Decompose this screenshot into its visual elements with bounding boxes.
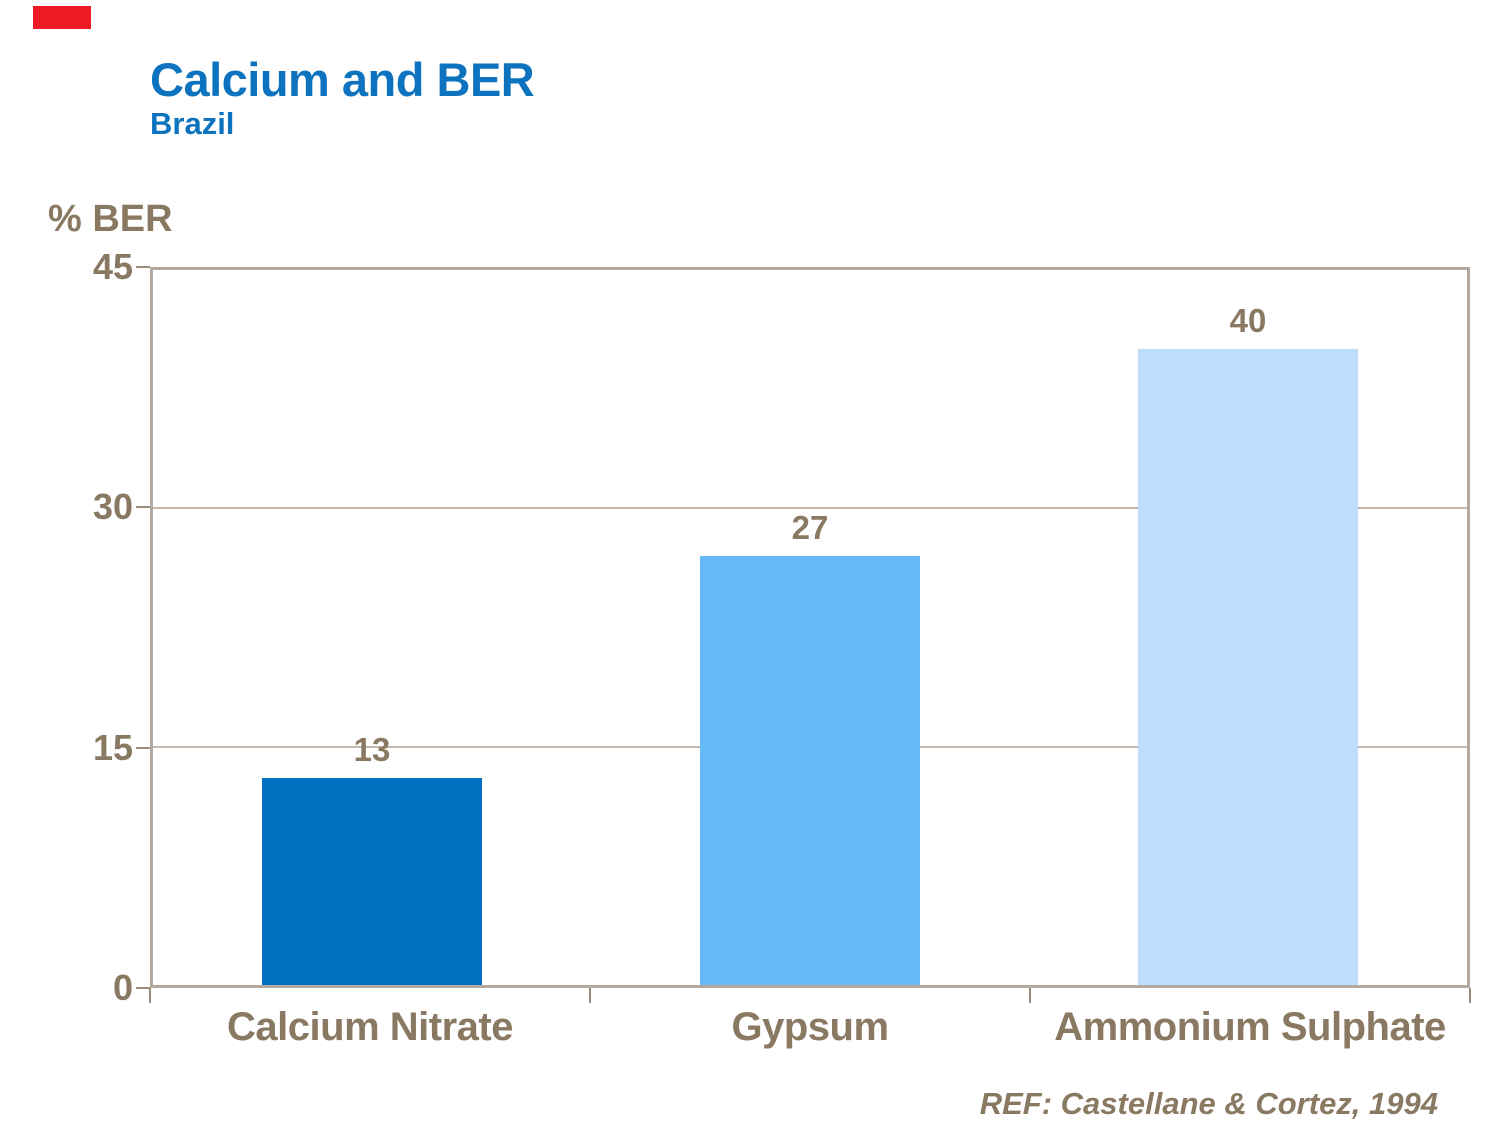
y-tick-label-0: 0 bbox=[112, 967, 133, 1008]
bar-calcium-nitrate bbox=[262, 778, 482, 985]
y-tick-label-15: 15 bbox=[92, 726, 133, 768]
plot-area: 13 27 40 bbox=[150, 267, 1470, 988]
x-tick-mark bbox=[1029, 988, 1031, 1003]
y-tick-mark bbox=[136, 746, 150, 749]
bar-gypsum bbox=[700, 556, 920, 985]
y-tick-label-30: 30 bbox=[92, 486, 133, 528]
chart-title: Calcium and BER bbox=[150, 53, 535, 106]
x-tick-mark bbox=[149, 988, 151, 1003]
chart-subtitle: Brazil bbox=[150, 106, 235, 141]
slide-logo-mark bbox=[33, 6, 91, 29]
reference-text: REF: Castellane & Cortez, 1994 bbox=[979, 1086, 1438, 1121]
bar-value-label: 13 bbox=[353, 731, 391, 769]
bars-row: 13 27 40 bbox=[153, 270, 1467, 985]
y-tick-mark bbox=[136, 266, 150, 268]
y-tick-mark bbox=[136, 506, 150, 509]
bar-group-calcium-nitrate: 13 bbox=[153, 270, 591, 985]
bar-value-label: 40 bbox=[1229, 302, 1267, 340]
category-label-ammonium-sulphate: Ammonium Sulphate bbox=[1054, 1005, 1446, 1049]
bar-value-label: 27 bbox=[791, 509, 829, 546]
category-label-calcium-nitrate: Calcium Nitrate bbox=[227, 1005, 513, 1049]
bar-ammonium-sulphate bbox=[1138, 349, 1358, 985]
y-tick-mark bbox=[136, 987, 150, 989]
bar-group-gypsum: 27 bbox=[591, 270, 1029, 985]
bar-group-ammonium-sulphate: 40 bbox=[1029, 270, 1467, 985]
x-tick-mark bbox=[589, 988, 591, 1003]
y-axis-title: % BER bbox=[48, 198, 173, 240]
category-label-gypsum: Gypsum bbox=[731, 1005, 889, 1049]
y-tick-label-45: 45 bbox=[92, 246, 133, 287]
category-axis: Calcium Nitrate Gypsum Ammonium Sulphate bbox=[150, 1005, 1470, 1050]
x-tick-mark bbox=[1469, 988, 1471, 1003]
gridline-30 bbox=[153, 507, 1467, 510]
